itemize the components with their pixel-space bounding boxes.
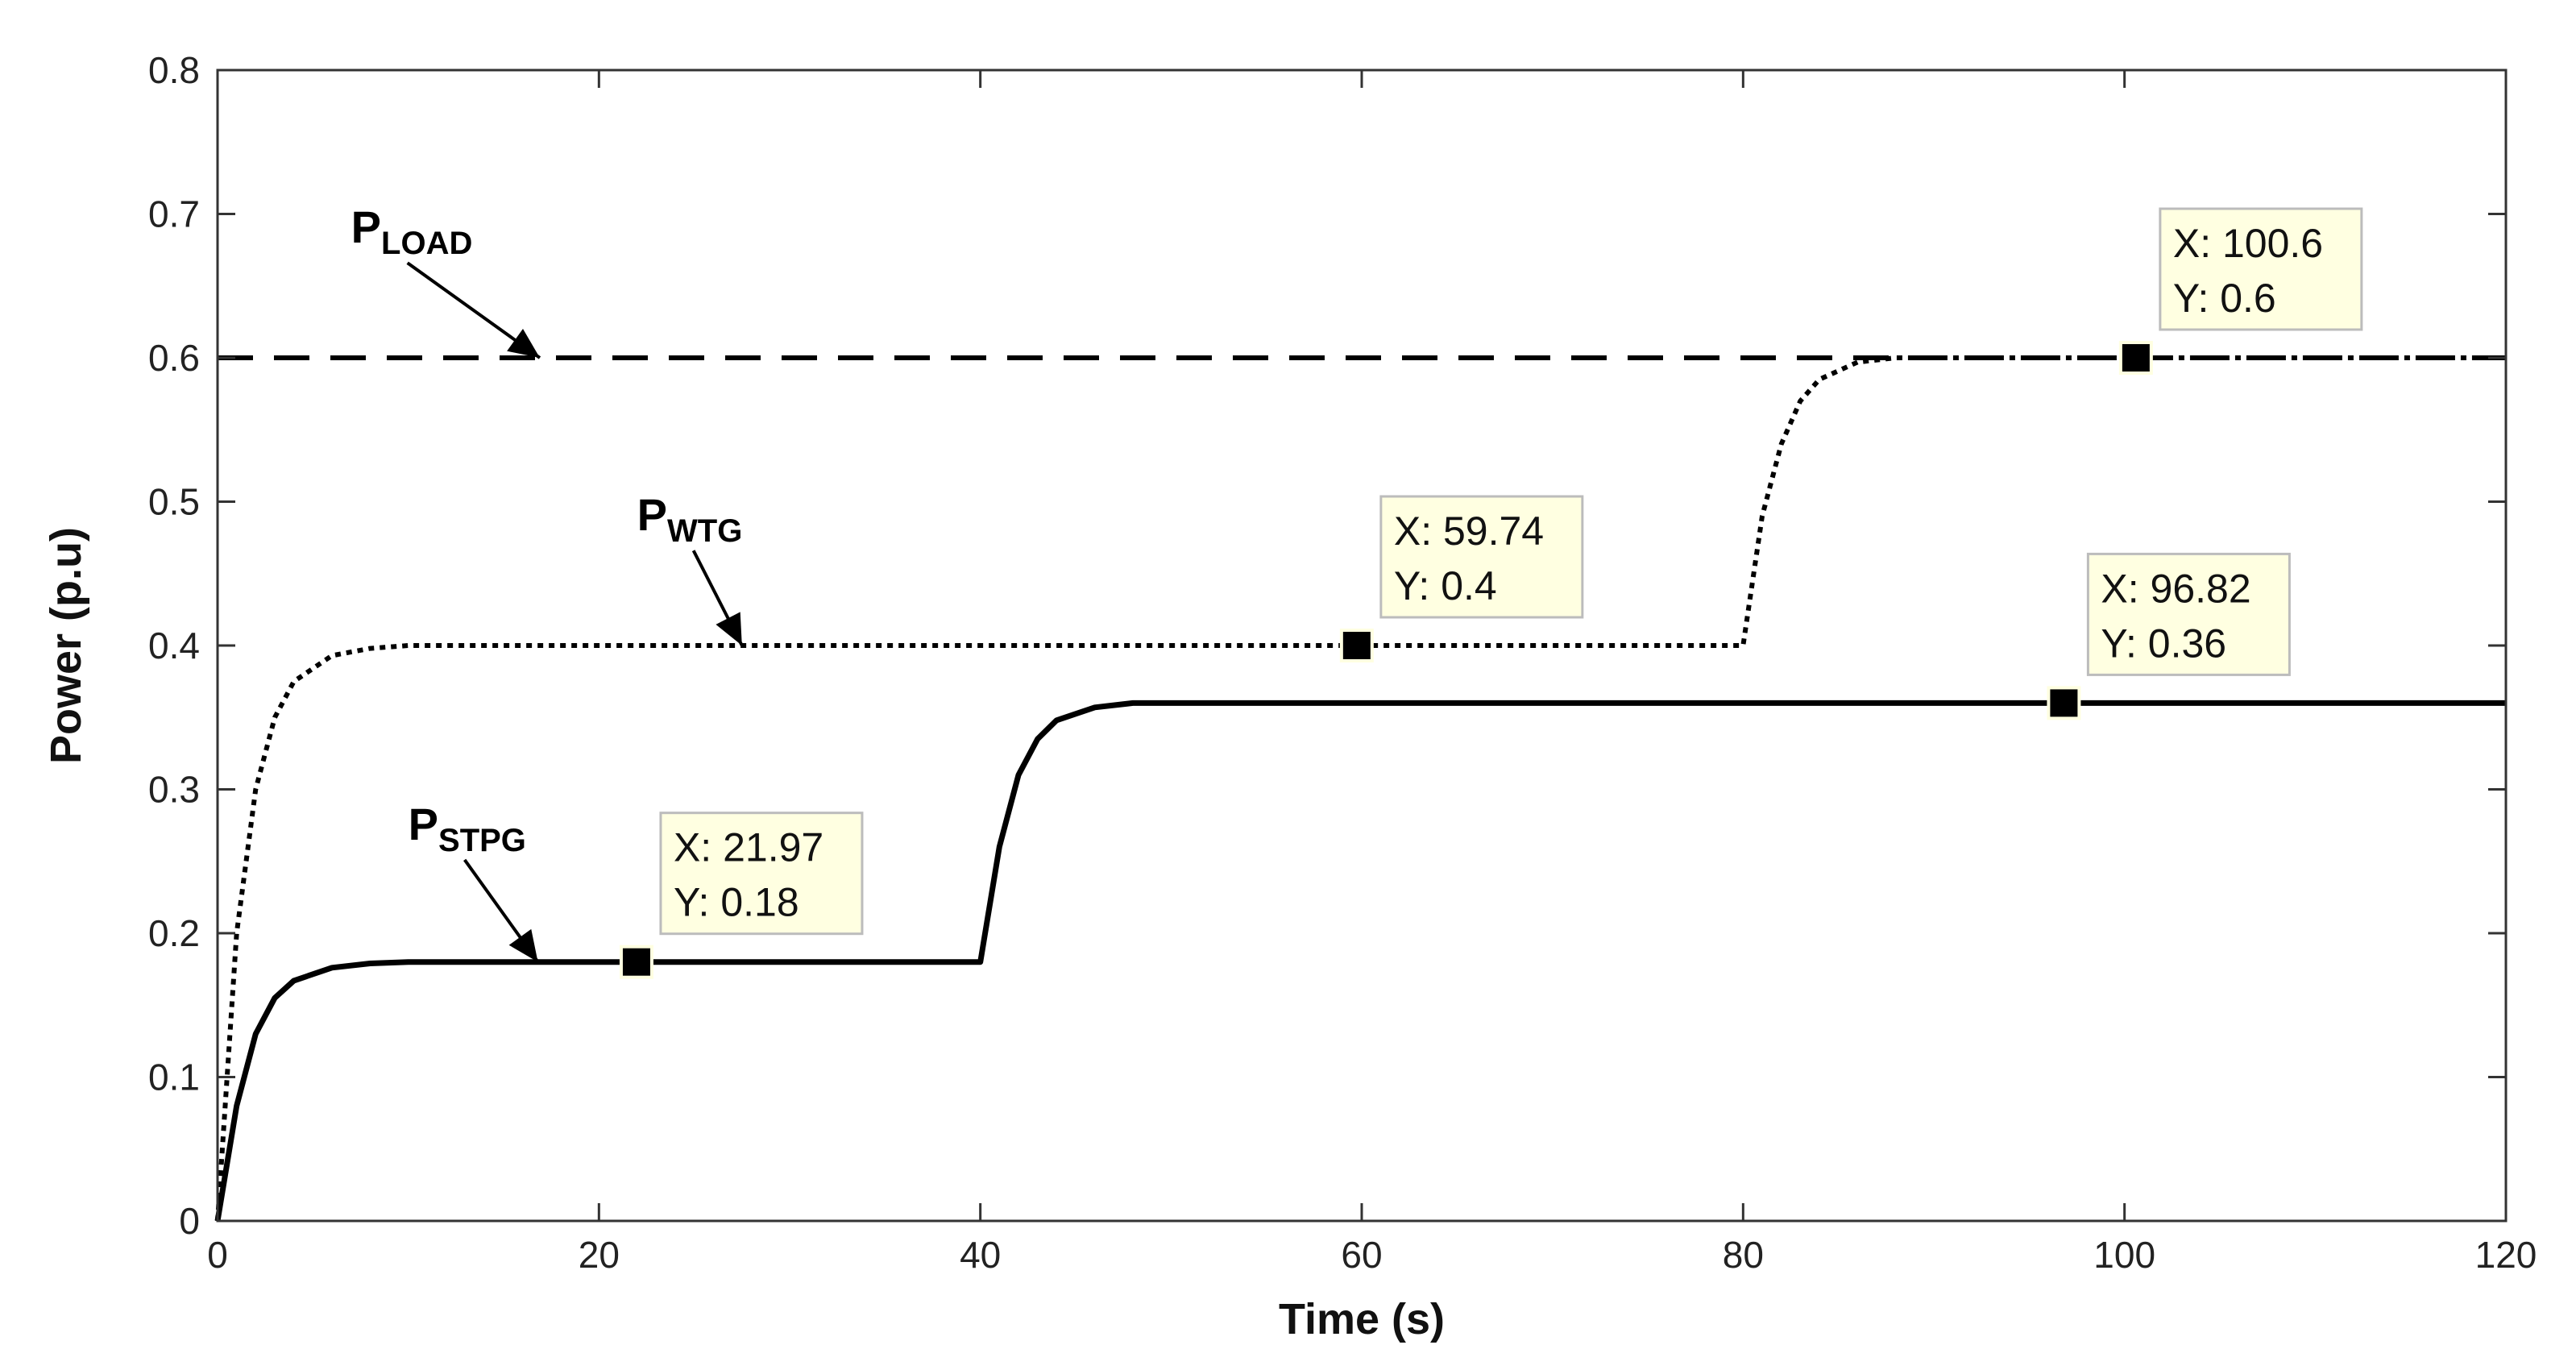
data-tip-marker — [1339, 629, 1374, 662]
data-tip-y-value: Y: 0.18 — [674, 880, 799, 925]
series-line-p-stpg — [214, 700, 2506, 1222]
y-tick-label: 0.7 — [148, 193, 200, 235]
data-tip-x-value: X: 100.6 — [2173, 221, 2323, 266]
data-tip-y-value: Y: 0.4 — [1394, 563, 1497, 608]
series-label-p-load: PLOAD — [351, 201, 473, 261]
data-tip-box — [2159, 207, 2363, 331]
series-label-subscript: WTG — [667, 513, 742, 549]
series-label-main: P — [637, 489, 667, 540]
x-tick-label: 100 — [2093, 1234, 2155, 1276]
axis-ticks: 0 20 40 60 80 100 120 0 0.1 0.2 0.3 0.4 0.5 0.6 0.7 0.8 — [148, 49, 2537, 1276]
series-label-p-wtg: PWTG — [637, 489, 743, 549]
x-axis-title: Time (s) — [1279, 1295, 1445, 1343]
series-label-subscript: LOAD — [381, 226, 472, 261]
data-tip-box — [2086, 552, 2291, 676]
series-label-main: P — [351, 201, 381, 252]
data-tip-x-value: X: 96.82 — [2101, 566, 2250, 611]
series-label-p-stpg: PSTPG — [409, 799, 526, 858]
x-tick-label: 80 — [1723, 1234, 1764, 1276]
data-tips: X: 21.97 Y: 0.18 X: 59.74 Y: 0.4 X: 96.82 Y: … — [619, 207, 2363, 979]
data-tip-box — [1379, 495, 1584, 619]
y-tick-label: 0.4 — [148, 625, 200, 666]
y-tick-label: 0.6 — [148, 337, 200, 379]
annotation-arrowhead — [507, 329, 540, 358]
annotation-arrowhead — [716, 612, 742, 646]
data-tip-marker — [2047, 686, 2081, 720]
annotation-arrowhead — [508, 928, 538, 962]
x-tick-label: 60 — [1341, 1234, 1382, 1276]
series-label-subscript: STPG — [438, 823, 526, 858]
data-tip-y-value: Y: 0.6 — [2173, 276, 2276, 321]
y-tick-label: 0.2 — [148, 912, 200, 954]
data-tip-marker — [2118, 341, 2153, 375]
x-tick-label: 120 — [2475, 1234, 2537, 1276]
y-tick-label: 0.3 — [148, 769, 200, 811]
x-tick-label: 20 — [579, 1234, 620, 1276]
y-tick-label: 0 — [179, 1200, 200, 1242]
x-tick-label: 40 — [960, 1234, 1001, 1276]
x-tick-label: 0 — [207, 1234, 228, 1276]
y-tick-label: 0.1 — [148, 1057, 200, 1098]
data-tip-x-value: X: 59.74 — [1394, 509, 1544, 554]
y-tick-label: 0.5 — [148, 481, 200, 523]
data-tip-box — [659, 812, 864, 936]
y-axis-title: Power (p.u) — [42, 527, 90, 764]
series-label-main: P — [409, 799, 438, 849]
data-tip-y-value: Y: 0.36 — [2101, 621, 2226, 666]
y-tick-label: 0.8 — [148, 49, 200, 91]
data-tip-marker — [619, 944, 653, 979]
data-tip-x-value: X: 21.97 — [674, 825, 823, 870]
